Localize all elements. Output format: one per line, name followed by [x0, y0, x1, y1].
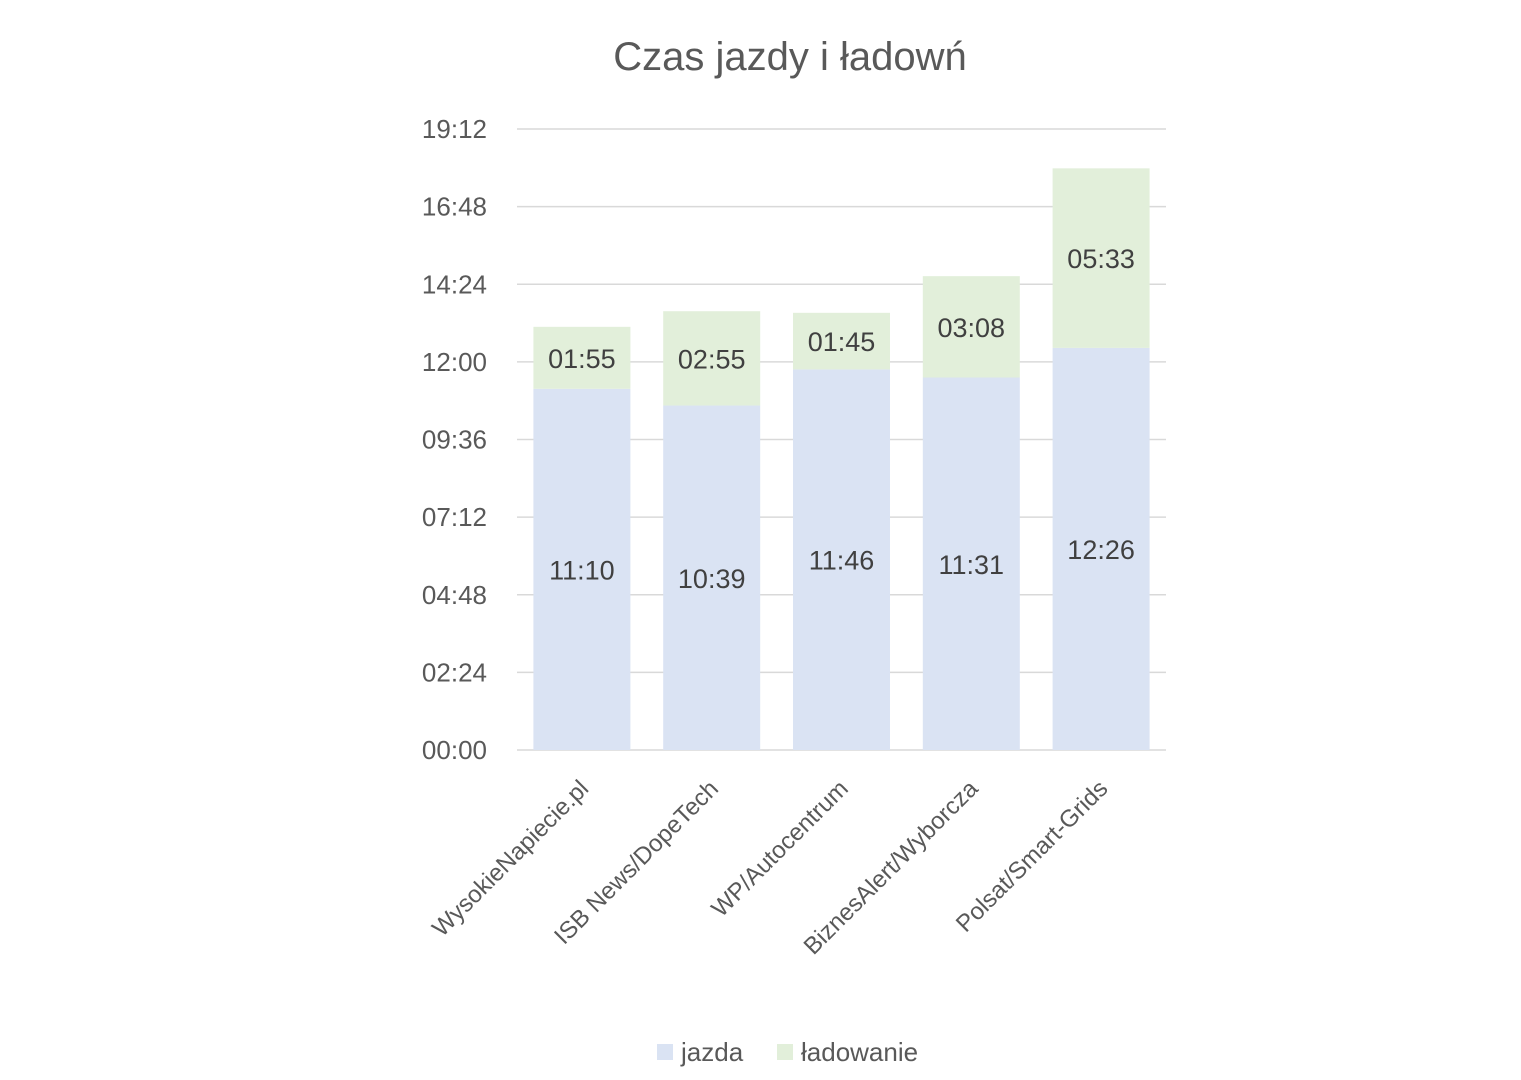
y-tick-label: 14:24 [422, 269, 487, 299]
data-labels: 11:10 01:55 10:39 02:55 11:46 01:45 11:31 03:08… [548, 244, 1135, 594]
bar-segment-adowanie [663, 311, 761, 406]
y-tick-label: 12:00 [422, 347, 487, 377]
bar-segment-jazda [793, 369, 890, 750]
legend: jazda ładowanie [657, 1037, 918, 1067]
data-label: 11:46 [809, 546, 875, 576]
y-axis-ticks: 00:00 02:24 04:48 07:12 09:36 12:00 14:24 16:48… [422, 114, 487, 765]
legend-label: ładowanie [801, 1037, 918, 1067]
y-tick-label: 09:36 [422, 425, 487, 455]
y-tick-label: 16:48 [422, 192, 487, 222]
bars [533, 168, 1150, 750]
legend-swatch [657, 1044, 673, 1060]
y-tick-label: 02:24 [422, 657, 487, 687]
data-label: 10:39 [678, 564, 746, 594]
data-label: 01:45 [808, 327, 876, 357]
data-label: 02:55 [678, 344, 746, 374]
legend-label: jazda [680, 1037, 744, 1067]
data-label: 05:33 [1067, 244, 1135, 274]
bar-segment-adowanie [793, 312, 890, 370]
y-tick-label: 04:48 [422, 580, 487, 610]
bar-segment-jazda [663, 405, 761, 750]
data-label: 11:10 [549, 555, 615, 585]
x-category-label: WP/Autocentrum [706, 775, 853, 922]
data-label: 03:08 [938, 313, 1006, 343]
y-tick-label: 07:12 [422, 502, 487, 532]
y-tick-label: 00:00 [422, 735, 487, 765]
bar-segment-adowanie [1052, 168, 1150, 348]
bar-segment-jazda [922, 377, 1020, 750]
data-label: 11:31 [939, 550, 1005, 580]
y-tick-label: 19:12 [422, 114, 487, 144]
legend-swatch [777, 1044, 793, 1060]
chart-title: Czas jazdy i ładowń [613, 35, 967, 79]
bar-segment-jazda [533, 388, 631, 750]
data-label: 01:55 [548, 344, 616, 374]
bar-segment-adowanie [922, 276, 1020, 378]
bar-segment-adowanie [533, 326, 631, 389]
bar-segment-jazda [1052, 347, 1150, 750]
data-label: 12:26 [1067, 535, 1135, 565]
